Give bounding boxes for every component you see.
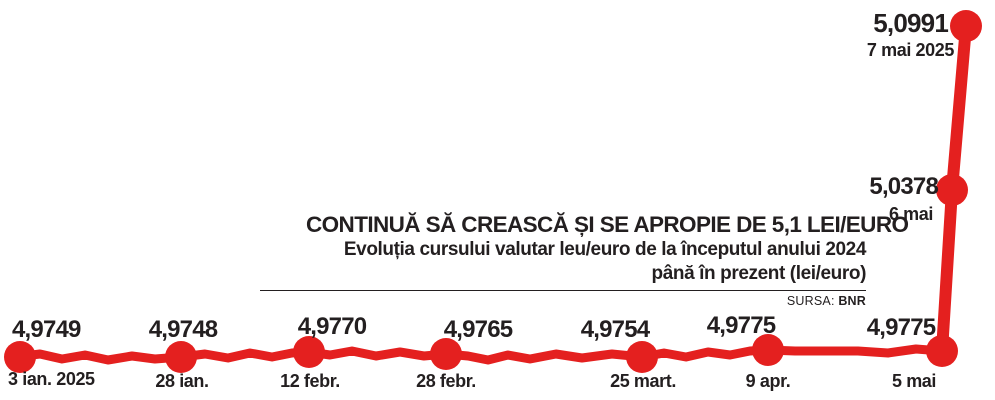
trend-line <box>11 344 947 365</box>
data-point-marker <box>752 334 784 366</box>
data-point-marker <box>165 341 197 373</box>
point-value-label: 4,9749 <box>12 316 81 343</box>
point-value-label: 5,0378 <box>869 173 938 200</box>
point-value-label: 4,9754 <box>580 316 650 343</box>
data-point-marker <box>626 341 658 373</box>
point-value-label: 5,0991 <box>873 8 949 38</box>
point-date-label: 28 ian. <box>155 371 209 391</box>
chart-header: CONTINUĂ SĂ CREASCĂ ȘI SE APROPIE DE 5,1… <box>260 211 909 308</box>
point-value-label: 4,9765 <box>443 316 513 343</box>
source-label: SURSA: <box>786 294 835 308</box>
data-point-marker <box>293 336 325 368</box>
point-value-label: 4,9770 <box>297 313 367 340</box>
data-point-marker <box>936 174 968 206</box>
data-point-marker <box>4 341 36 373</box>
point-date-label: 28 febr. <box>416 371 476 391</box>
point-date-label: 25 mart. <box>610 371 676 391</box>
point-date-label: 7 mai 2025 <box>866 40 954 60</box>
point-date-label: 6 mai <box>888 204 933 224</box>
source-value: BNR <box>838 294 866 308</box>
point-date-label: 9 apr. <box>745 371 791 391</box>
chart-subtitle-line1: Evoluția cursului valutar leu/euro de la… <box>343 239 867 260</box>
point-date-label: 5 mai <box>891 371 937 391</box>
point-value-label: 4,9748 <box>148 316 218 343</box>
point-value-label: 4,9775 <box>706 312 776 339</box>
point-date-label: 3 ian. 2025 <box>8 369 95 389</box>
data-point-marker <box>950 10 982 42</box>
point-date-label: 12 febr. <box>280 371 340 391</box>
header-divider <box>260 290 866 291</box>
data-point-marker <box>430 338 462 370</box>
data-point-marker <box>926 335 958 367</box>
chart-subtitle-line2: până în prezent (lei/euro) <box>651 263 867 284</box>
point-value-label: 4,9775 <box>866 314 936 341</box>
source-line: SURSA: BNR <box>306 294 866 308</box>
chart-title: CONTINUĂ SĂ CREASCĂ ȘI SE APROPIE DE 5,1… <box>306 212 909 237</box>
